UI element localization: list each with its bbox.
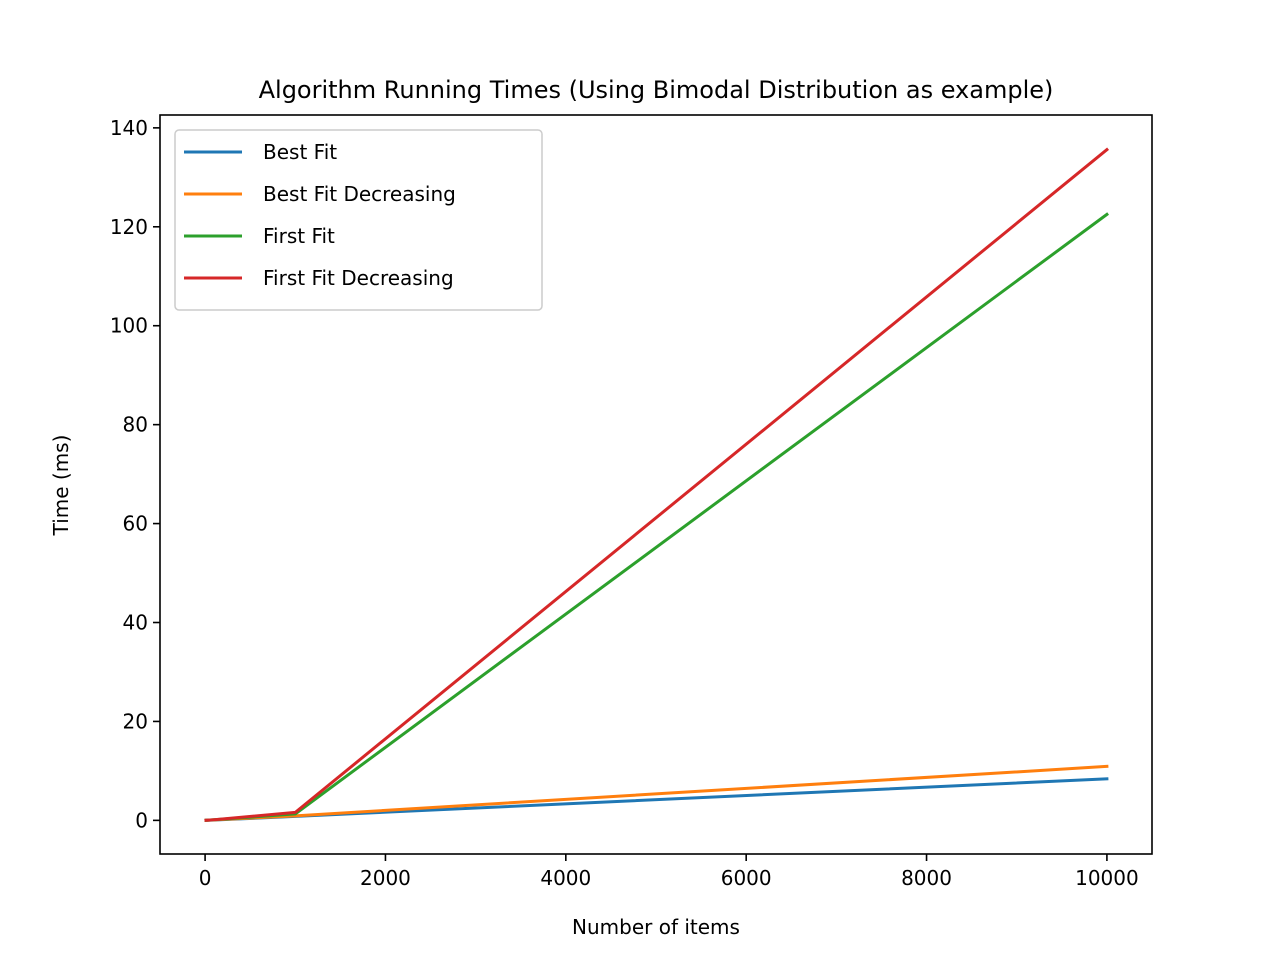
y-tick-label: 140 xyxy=(110,116,148,140)
series-layer xyxy=(204,147,1110,822)
legend-label-best-fit-decreasing: Best Fit Decreasing xyxy=(263,182,456,206)
x-axis-title: Number of items xyxy=(572,915,740,939)
y-tick-label: 80 xyxy=(123,413,148,437)
y-tick-label: 0 xyxy=(135,808,148,832)
y-tick-label: 40 xyxy=(123,611,148,635)
x-axis: 0 2000 4000 6000 8000 10000 xyxy=(199,854,1139,890)
y-tick-label: 60 xyxy=(123,512,148,536)
x-tick-label: 4000 xyxy=(540,866,591,890)
y-tick-label: 20 xyxy=(123,709,148,733)
y-axis: 0 20 40 60 80 100 120 140 xyxy=(110,116,160,832)
x-tick-label: 6000 xyxy=(721,866,772,890)
y-axis-title: Time (ms) xyxy=(49,435,73,537)
series-line-first-fit-decreasing xyxy=(204,147,1110,822)
legend-label-first-fit: First Fit xyxy=(263,224,335,248)
y-tick-label: 120 xyxy=(110,215,148,239)
x-tick-label: 0 xyxy=(199,866,212,890)
x-tick-label: 10000 xyxy=(1075,866,1139,890)
chart-title: Algorithm Running Times (Using Bimodal D… xyxy=(259,76,1054,104)
x-tick-label: 2000 xyxy=(360,866,411,890)
plot-frame xyxy=(159,114,1153,855)
y-tick-label: 100 xyxy=(110,314,148,338)
legend: Best Fit Best Fit Decreasing First Fit Firs… xyxy=(174,129,543,311)
legend-label-best-fit: Best Fit xyxy=(263,140,337,164)
x-tick-label: 8000 xyxy=(901,866,952,890)
legend-box xyxy=(174,129,543,311)
legend-label-first-fit-decreasing: First Fit Decreasing xyxy=(263,266,454,290)
